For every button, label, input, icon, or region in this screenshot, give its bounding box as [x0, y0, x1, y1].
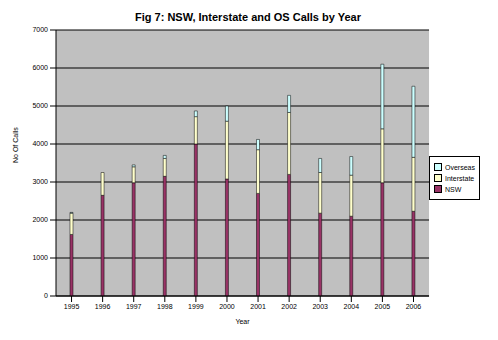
- svg-text:4000: 4000: [32, 140, 48, 147]
- svg-text:No Of Calls: No Of Calls: [12, 127, 19, 163]
- svg-text:1000: 1000: [32, 254, 48, 261]
- svg-text:Year: Year: [235, 318, 250, 325]
- svg-text:1996: 1996: [95, 303, 111, 310]
- svg-text:1998: 1998: [157, 303, 173, 310]
- svg-text:5000: 5000: [32, 102, 48, 109]
- svg-text:2006: 2006: [406, 303, 422, 310]
- svg-text:7000: 7000: [32, 26, 48, 33]
- svg-text:2000: 2000: [219, 303, 235, 310]
- svg-text:0: 0: [44, 292, 48, 299]
- svg-text:1999: 1999: [188, 303, 204, 310]
- svg-text:1997: 1997: [126, 303, 142, 310]
- html-text:Overseas: Overseas: [445, 163, 475, 171]
- html-text:Fig 7: NSW, Interstate and OS: Fig 7: NSW, Interstate and OS Calls by Y…: [135, 11, 361, 23]
- html-text:NSW: NSW: [445, 185, 462, 193]
- svg-text:3000: 3000: [32, 178, 48, 185]
- html-text:Interstate: Interstate: [445, 174, 475, 182]
- svg-text:2003: 2003: [312, 303, 328, 310]
- svg-text:2001: 2001: [250, 303, 266, 310]
- svg-text:2002: 2002: [281, 303, 297, 310]
- svg-text:2000: 2000: [32, 216, 48, 223]
- svg-text:6000: 6000: [32, 64, 48, 71]
- svg-text:1995: 1995: [64, 303, 80, 310]
- svg-text:2005: 2005: [375, 303, 391, 310]
- svg-text:2004: 2004: [344, 303, 360, 310]
